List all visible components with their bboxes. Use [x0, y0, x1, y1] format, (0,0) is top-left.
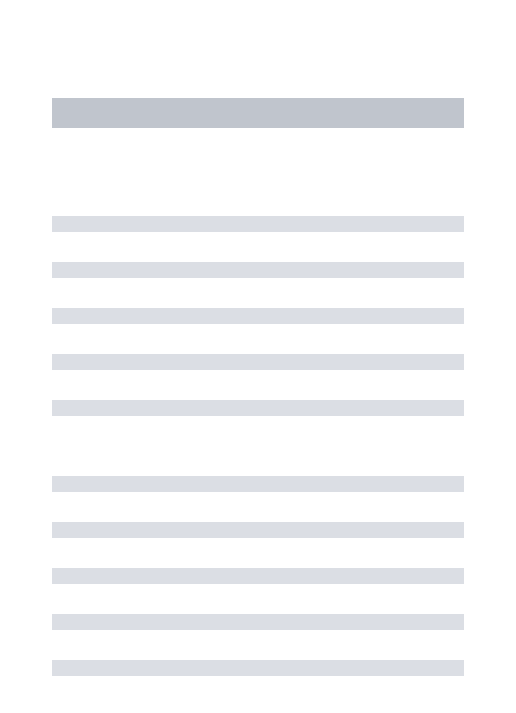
skeleton-section-1 [52, 216, 464, 416]
section-gap [52, 446, 464, 476]
skeleton-line [52, 400, 464, 416]
skeleton-line [52, 262, 464, 278]
skeleton-line [52, 216, 464, 232]
skeleton-container [0, 0, 516, 676]
skeleton-line [52, 660, 464, 676]
skeleton-line [52, 308, 464, 324]
skeleton-line [52, 614, 464, 630]
skeleton-line [52, 476, 464, 492]
skeleton-section-2 [52, 476, 464, 676]
skeleton-line [52, 522, 464, 538]
skeleton-line [52, 568, 464, 584]
skeleton-line [52, 354, 464, 370]
skeleton-title-bar [52, 98, 464, 128]
